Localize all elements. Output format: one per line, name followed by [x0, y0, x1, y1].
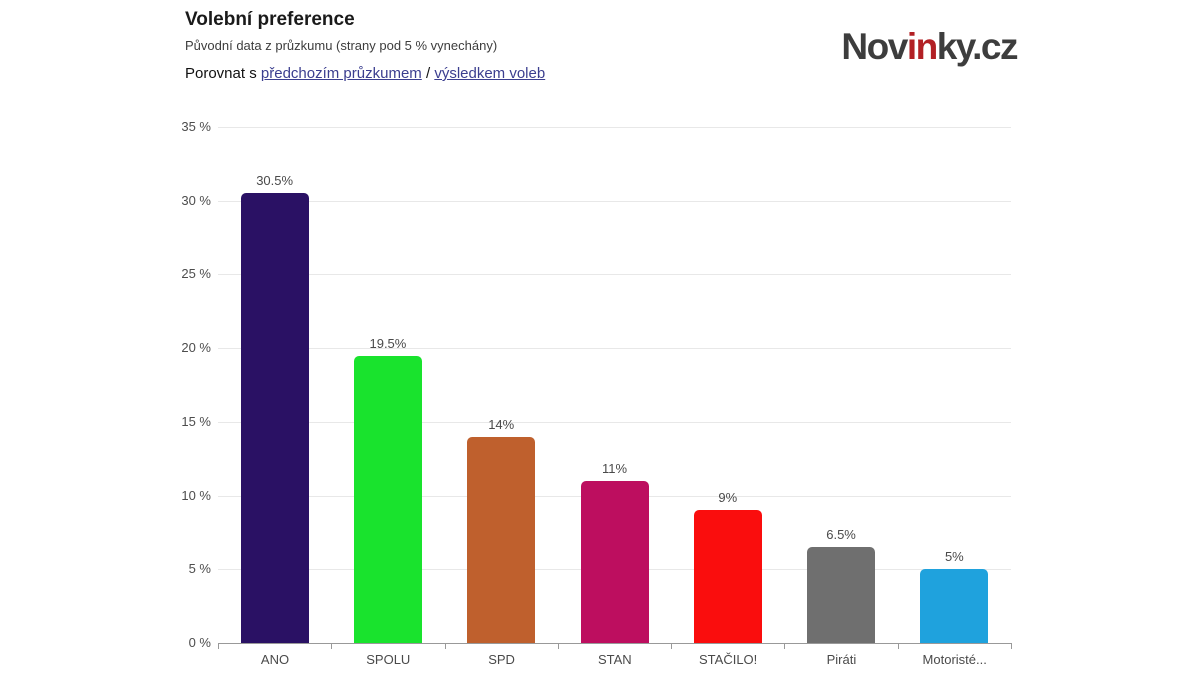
x-axis-label: STAČILO! — [699, 652, 758, 667]
x-axis-label: SPD — [488, 652, 515, 667]
bar[interactable] — [240, 193, 309, 643]
x-axis-tick — [784, 643, 786, 649]
y-axis-tick-label: 5 % — [188, 561, 211, 577]
bar[interactable] — [807, 547, 876, 643]
y-axis-tick-label: 30 % — [181, 192, 211, 208]
bar-value-label: 19.5% — [369, 335, 407, 351]
gridline — [218, 274, 1011, 276]
link-election-results[interactable]: výsledkem voleb — [434, 65, 546, 82]
y-axis-tick-label: 35 % — [181, 119, 211, 134]
x-axis-label: Motoristé... — [922, 652, 987, 667]
bar[interactable] — [467, 436, 536, 643]
logo-part-in: in — [906, 26, 938, 67]
gridline — [218, 348, 1011, 350]
x-axis-label: STAN — [597, 652, 632, 667]
compare-separator: / — [425, 65, 431, 82]
x-axis-tick — [444, 643, 446, 649]
plot-area: 0 % 5 % 10 % 15 % 20 % 25 % 30 % 35 % 30.5% ANO 19… — [181, 119, 1012, 667]
y-axis-tick-label: 10 % — [181, 487, 211, 503]
x-axis-tick — [1011, 643, 1012, 649]
novinky-logo[interactable]: Novinky.cz — [841, 26, 1019, 68]
bar-value-label: 5% — [944, 549, 964, 565]
y-axis-tick-label: 20 % — [181, 340, 211, 356]
compare-prefix: Porovnat s — [185, 65, 257, 82]
bar[interactable] — [920, 569, 989, 643]
bar-value-label: 14% — [488, 416, 515, 432]
y-axis-tick-label: 15 % — [181, 413, 211, 429]
chart-subtitle: Původní data z průzkumu (strany pod 5 % … — [185, 38, 498, 53]
gridline — [218, 127, 1011, 128]
gridline — [218, 421, 1011, 423]
compare-line: Porovnat s předchozím průzkumem / výsled… — [185, 65, 545, 82]
page-title: Volební preference — [185, 9, 355, 30]
bar[interactable] — [353, 355, 422, 643]
x-axis-tick — [331, 643, 333, 649]
bar[interactable] — [693, 510, 762, 643]
x-axis-tick — [218, 643, 219, 649]
logo-part-nov: Nov — [841, 26, 908, 67]
gridline — [218, 200, 1011, 202]
bar[interactable] — [580, 480, 649, 643]
x-axis-label: Piráti — [826, 652, 857, 667]
bar-value-label: 9% — [718, 490, 738, 506]
bar-value-label: 11% — [601, 460, 628, 476]
x-axis-tick — [671, 643, 673, 649]
bar-value-label: 6.5% — [826, 527, 856, 543]
x-axis-label: SPOLU — [366, 652, 411, 667]
y-axis-tick-label: 25 % — [181, 266, 211, 282]
bar-value-label: 30.5% — [256, 173, 294, 189]
logo-part-kycz: ky.cz — [936, 26, 1019, 67]
x-axis-tick — [897, 643, 899, 649]
x-axis-tick — [557, 643, 559, 649]
y-axis-tick-label: 0 % — [188, 635, 211, 650]
link-previous-survey[interactable]: předchozím průzkumem — [260, 65, 422, 82]
x-axis-label: ANO — [260, 652, 290, 667]
